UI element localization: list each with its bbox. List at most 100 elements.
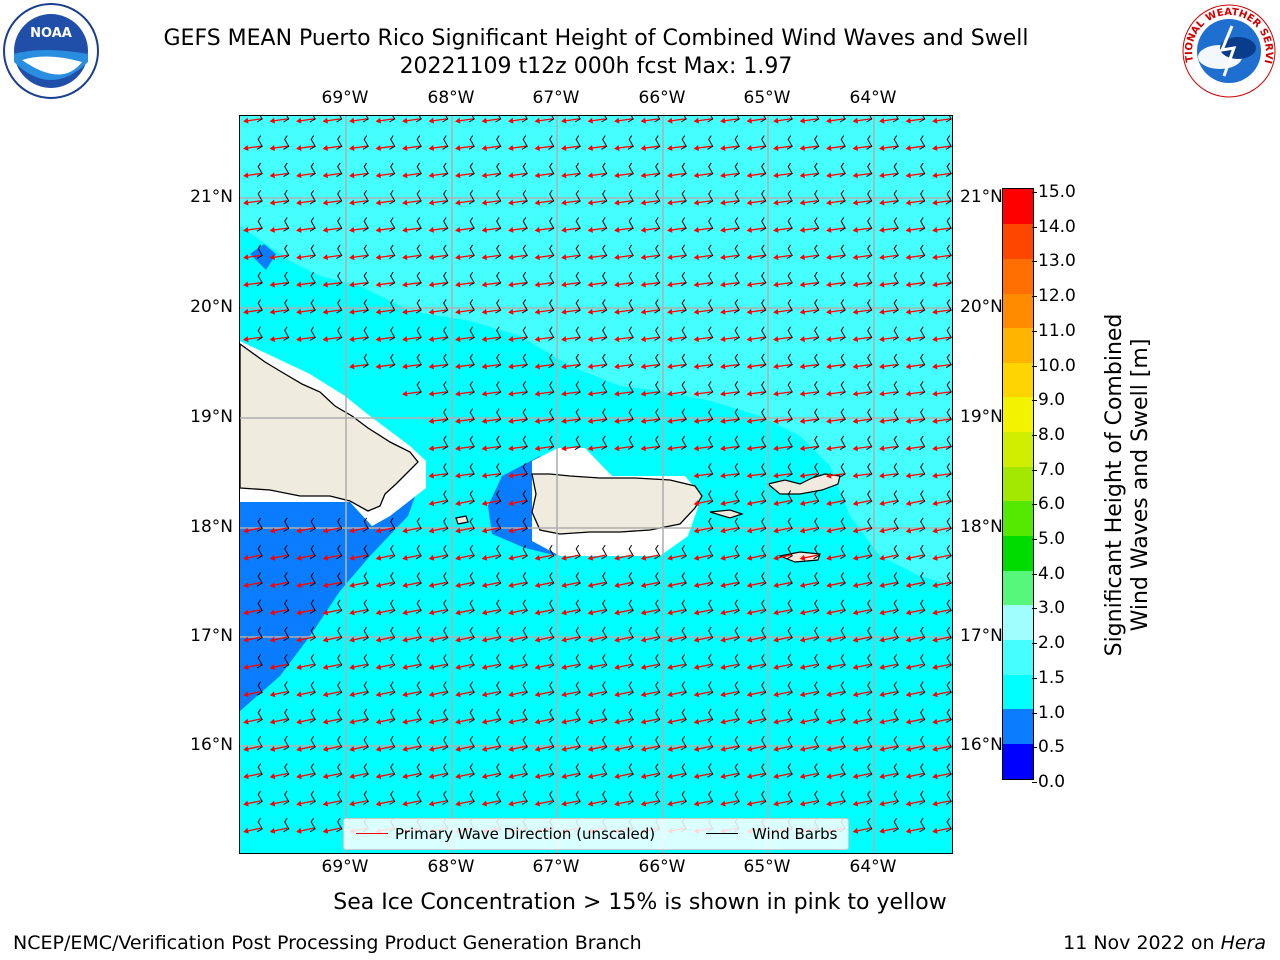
wave-direction-arrow	[349, 172, 368, 179]
wave-direction-arrow	[508, 663, 526, 670]
wave-direction-arrow	[455, 418, 474, 424]
wave-direction-arrow	[693, 308, 712, 315]
wave-direction-arrow	[799, 636, 818, 643]
wave-direction-arrow	[428, 636, 447, 643]
wave-direction-arrow	[269, 117, 288, 124]
wind-barb	[945, 817, 952, 833]
wind-barb	[283, 626, 290, 642]
wind-barb	[945, 244, 952, 259]
wind-barb	[707, 162, 714, 178]
colorbar-segment	[1003, 674, 1033, 710]
wave-direction-arrow	[587, 772, 606, 780]
wave-direction-arrow	[269, 745, 288, 752]
wind-barb	[521, 790, 528, 805]
wind-barb	[521, 681, 528, 696]
wind-barb	[892, 299, 899, 314]
wind-barb	[309, 326, 316, 341]
wind-barb	[680, 299, 687, 314]
wind-barb	[627, 244, 634, 259]
wave-direction-arrow	[720, 145, 739, 151]
wave-direction-arrow	[720, 117, 739, 124]
wave-direction-arrow	[402, 363, 421, 370]
wind-barb	[919, 572, 926, 587]
wind-barb	[892, 490, 899, 505]
wind-barb	[866, 462, 873, 478]
wave-direction-arrow	[561, 663, 579, 670]
wave-direction-arrow	[932, 472, 951, 479]
wind-barb	[839, 626, 846, 642]
wave-direction-arrow	[269, 145, 288, 151]
wind-barb	[627, 626, 634, 642]
wind-barb	[627, 135, 634, 150]
wind-barb	[468, 790, 475, 805]
wave-direction-arrow	[932, 172, 951, 179]
colorbar-label-line1: Significant Height of Combined	[1102, 313, 1127, 657]
wind-barb	[283, 517, 290, 532]
wind-barb	[945, 790, 952, 805]
wind-barb	[813, 116, 820, 123]
wave-direction-arrow	[587, 691, 606, 698]
wind-barb	[283, 790, 290, 805]
wind-barb	[919, 599, 926, 614]
wave-direction-arrow	[826, 254, 845, 261]
wave-direction-arrow	[428, 281, 447, 288]
wave-direction-arrow	[826, 554, 844, 561]
wave-direction-arrow	[693, 199, 712, 206]
wind-barb	[468, 435, 475, 451]
wind-barb	[680, 572, 687, 587]
wind-barb	[495, 626, 502, 642]
wind-barb	[283, 244, 290, 259]
wind-barb	[389, 790, 396, 805]
wind-barb	[919, 735, 926, 751]
generation-host: Hera	[1220, 932, 1266, 954]
wind-barb	[866, 271, 873, 287]
wave-direction-arrow	[879, 772, 897, 780]
wave-direction-arrow	[402, 226, 421, 233]
colorbar-tick-label: 0.5	[1031, 737, 1066, 758]
wave-direction-arrow	[693, 499, 712, 507]
wind-barb	[627, 572, 634, 587]
wind-barb	[680, 544, 687, 560]
wave-direction-arrow	[932, 199, 951, 206]
wind-barb	[601, 572, 608, 587]
wave-direction-arrow	[746, 254, 765, 261]
wave-direction-arrow	[587, 172, 606, 179]
wave-direction-arrow	[879, 390, 898, 397]
wave-direction-arrow	[561, 800, 579, 807]
wind-barb	[442, 217, 449, 232]
wind-barb	[760, 599, 767, 614]
wave-direction-arrow	[614, 281, 633, 288]
wave-direction-arrow	[879, 445, 898, 452]
wave-direction-arrow	[905, 308, 924, 315]
wave-direction-arrow	[322, 308, 341, 315]
wind-barb	[654, 299, 661, 314]
wind-barb	[813, 517, 820, 532]
wave-direction-arrow	[640, 663, 659, 670]
colorbar-tick-label: 11.0	[1032, 320, 1076, 341]
wave-direction-arrow	[773, 581, 791, 589]
wave-direction-arrow	[508, 745, 526, 752]
wind-barb	[415, 599, 422, 614]
wind-barb	[733, 408, 740, 423]
wind-barb	[680, 735, 687, 751]
longitude-label-bottom: 69°W	[321, 857, 369, 877]
wind-barb	[521, 244, 528, 259]
wave-direction-arrow	[455, 800, 473, 807]
wind-barb	[733, 135, 740, 150]
wave-direction-arrow	[852, 226, 871, 233]
wave-direction-arrow	[508, 199, 527, 206]
wind-barb	[786, 462, 793, 478]
wave-direction-arrow	[428, 472, 447, 479]
wind-barb	[733, 116, 740, 123]
wind-barb	[707, 681, 714, 696]
wind-barb	[362, 544, 369, 560]
wave-direction-arrow	[720, 363, 739, 370]
wave-direction-arrow	[402, 172, 421, 179]
wind-barb	[336, 299, 343, 314]
wind-barb	[919, 353, 926, 369]
wave-direction-arrow	[349, 745, 367, 752]
wave-direction-arrow	[587, 226, 606, 233]
wave-direction-arrow	[587, 117, 606, 124]
wave-direction-arrow	[534, 745, 553, 752]
wave-direction-arrow	[905, 800, 924, 807]
